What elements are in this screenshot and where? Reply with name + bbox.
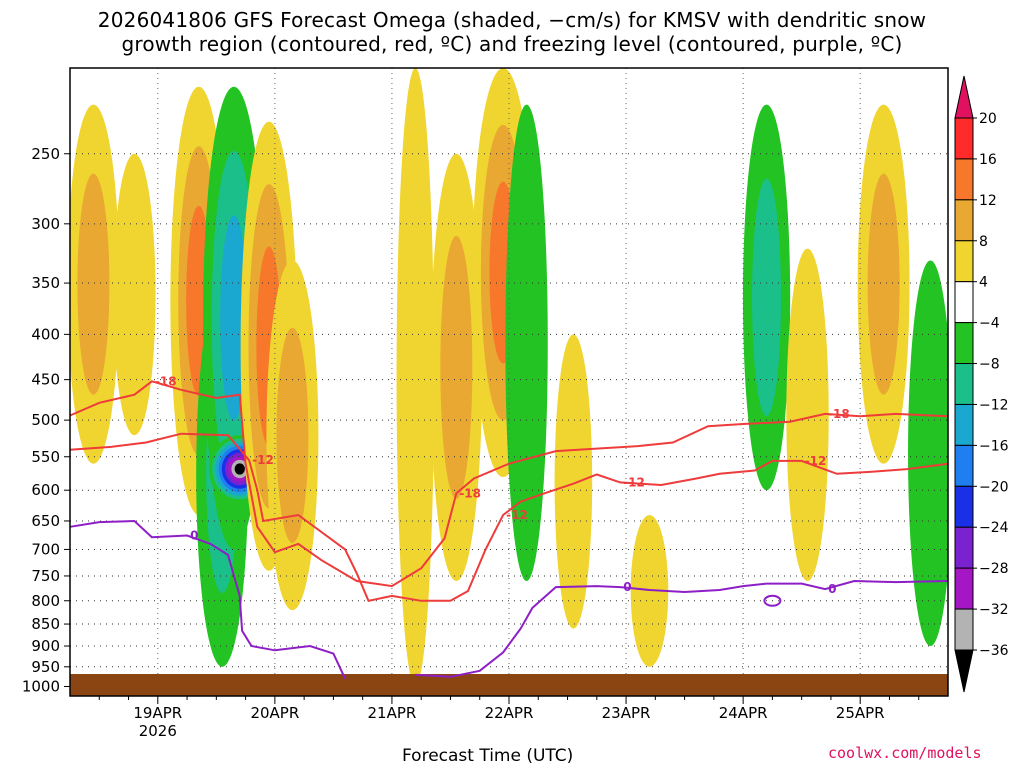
omega-shade-band-17-0 bbox=[908, 260, 948, 646]
chart-title-line1: 2026041806 GFS Forecast Omega (shaded, −… bbox=[97, 8, 927, 32]
contour-minus12-line bbox=[69, 432, 949, 602]
x-axis-label: Forecast Time (UTC) bbox=[402, 746, 574, 766]
x-tick-sublabel-year: 2026 bbox=[139, 722, 177, 740]
omega-shade-band-14-1 bbox=[752, 178, 782, 417]
chart-title: 2026041806 GFS Forecast Omega (shaded, −… bbox=[0, 8, 1024, 56]
colorbar-label-1: 16 bbox=[979, 152, 997, 168]
colorbar-box-10 bbox=[954, 526, 974, 569]
colorbar-box-11 bbox=[954, 567, 974, 610]
colorbar-bottom-arrow bbox=[954, 649, 974, 693]
contour-lines: -18 -18 -18 -12 -12 -12 -12 0 0 0 bbox=[69, 374, 949, 680]
omega-shade-band-4-2 bbox=[220, 215, 248, 421]
colorbar-box-2 bbox=[954, 199, 974, 242]
contour-minus18-label-0: -18 bbox=[155, 374, 177, 388]
y-tick-label-550: 550 bbox=[31, 448, 60, 466]
colorbar-box-6 bbox=[954, 363, 974, 405]
colorbar-box-9 bbox=[954, 485, 974, 528]
y-tick-label-700: 700 bbox=[31, 540, 60, 558]
x-tick-label-22APR: 22APR bbox=[485, 704, 534, 722]
y-tick-label-300: 300 bbox=[31, 215, 60, 233]
omega-shade-band-0-1 bbox=[77, 173, 110, 395]
contour-freezing-b-line bbox=[415, 579, 949, 678]
y-tick-label-900: 900 bbox=[31, 637, 60, 655]
ground-layer bbox=[70, 674, 948, 696]
contour-freezing-b-label-1: 0 bbox=[828, 582, 836, 596]
omega-shade-band-5-8 bbox=[234, 463, 245, 475]
y-tick-label-250: 250 bbox=[31, 145, 60, 163]
colorbar-box-3 bbox=[954, 240, 974, 283]
colorbar-box-12 bbox=[954, 608, 974, 651]
y-tick-label-950: 950 bbox=[31, 658, 60, 676]
contour-minus18-label-2: -18 bbox=[828, 407, 850, 421]
ground-fill bbox=[70, 674, 948, 696]
y-tick-label-1000: 1000 bbox=[22, 678, 60, 696]
contour-minus12-label-3: -12 bbox=[805, 454, 827, 468]
colorbar-label-2: 12 bbox=[979, 193, 997, 209]
x-tick-label-20APR: 20APR bbox=[250, 704, 299, 722]
contour-minus12-label-2: -12 bbox=[623, 475, 645, 489]
y-tick-label-400: 400 bbox=[31, 325, 60, 343]
colorbar-label-3: 8 bbox=[979, 234, 988, 250]
colorbar-box-8 bbox=[954, 444, 974, 487]
contour-minus12-label-0: -12 bbox=[252, 453, 274, 467]
omega-shade-band-7-1 bbox=[276, 327, 309, 543]
contour-freezing-b-label-0: 0 bbox=[623, 580, 631, 594]
x-tick-label-21APR: 21APR bbox=[368, 704, 417, 722]
colorbar-label-8: −16 bbox=[979, 438, 1009, 454]
credit-text: coolwx.com/models bbox=[828, 744, 982, 762]
x-tick-label-24APR: 24APR bbox=[719, 704, 768, 722]
contour-freezing-island bbox=[763, 594, 782, 607]
y-tick-label-650: 650 bbox=[31, 512, 60, 530]
colorbar: 20 16 12 8 4 −4 −8 −12 −16 −20 −24 −28 −32 −36 bbox=[954, 75, 1009, 693]
contour-freezing-a-line bbox=[69, 519, 347, 680]
x-tick-label-23APR: 23APR bbox=[602, 704, 651, 722]
y-tick-label-750: 750 bbox=[31, 567, 60, 585]
colorbar-label-5: −4 bbox=[979, 316, 1000, 332]
colorbar-label-13: −36 bbox=[979, 643, 1009, 659]
omega-shading bbox=[70, 68, 948, 687]
colorbar-top-arrow bbox=[954, 75, 974, 119]
colorbar-label-11: −28 bbox=[979, 561, 1009, 577]
y-tick-label-450: 450 bbox=[31, 371, 60, 389]
contour-minus18-label-1: -18 bbox=[459, 486, 481, 500]
contour-freezing-a-label-0: 0 bbox=[190, 528, 198, 542]
omega-shade-band-16-1 bbox=[867, 173, 900, 395]
colorbar-box-1 bbox=[954, 158, 974, 201]
y-tick-label-500: 500 bbox=[31, 411, 60, 429]
y-tick-label-350: 350 bbox=[31, 274, 60, 292]
omega-shade-band-1-0 bbox=[113, 153, 156, 436]
colorbar-label-10: −24 bbox=[979, 520, 1009, 536]
colorbar-label-12: −32 bbox=[979, 602, 1009, 618]
contour-minus12-label-1: -12 bbox=[506, 508, 528, 522]
y-axis-ticks: 250 300 350 400 450 500 550 600 650 700 750 800 850 9… bbox=[22, 145, 70, 696]
x-axis-ticks: 19APR 20APR 21APR 22APR 23APR 24APR 25APR 2026 bbox=[98, 696, 920, 740]
omega-shade-band-12-0 bbox=[554, 334, 593, 629]
omega-shade-band-9-1 bbox=[440, 235, 473, 499]
x-tick-label-25APR: 25APR bbox=[836, 704, 885, 722]
colorbar-box-5 bbox=[954, 322, 974, 365]
omega-shade-band-15-0 bbox=[786, 248, 829, 582]
colorbar-label-9: −20 bbox=[979, 479, 1009, 495]
y-tick-label-850: 850 bbox=[31, 615, 60, 633]
x-tick-label-19APR: 19APR bbox=[133, 704, 182, 722]
contour-minus18-line bbox=[69, 380, 949, 588]
colorbar-label-7: −12 bbox=[979, 397, 1009, 413]
y-tick-label-600: 600 bbox=[31, 481, 60, 499]
colorbar-label-4: 4 bbox=[979, 275, 988, 291]
colorbar-box-7 bbox=[954, 403, 974, 446]
colorbar-box-4 bbox=[954, 281, 974, 324]
omega-shade-band-8-0 bbox=[396, 68, 435, 687]
y-tick-label-800: 800 bbox=[31, 592, 60, 610]
colorbar-label-6: −8 bbox=[979, 357, 1000, 373]
colorbar-label-0: 20 bbox=[979, 111, 997, 127]
chart-title-line2: growth region (contoured, red, ºC) and f… bbox=[121, 32, 903, 56]
colorbar-box-0 bbox=[954, 117, 974, 160]
